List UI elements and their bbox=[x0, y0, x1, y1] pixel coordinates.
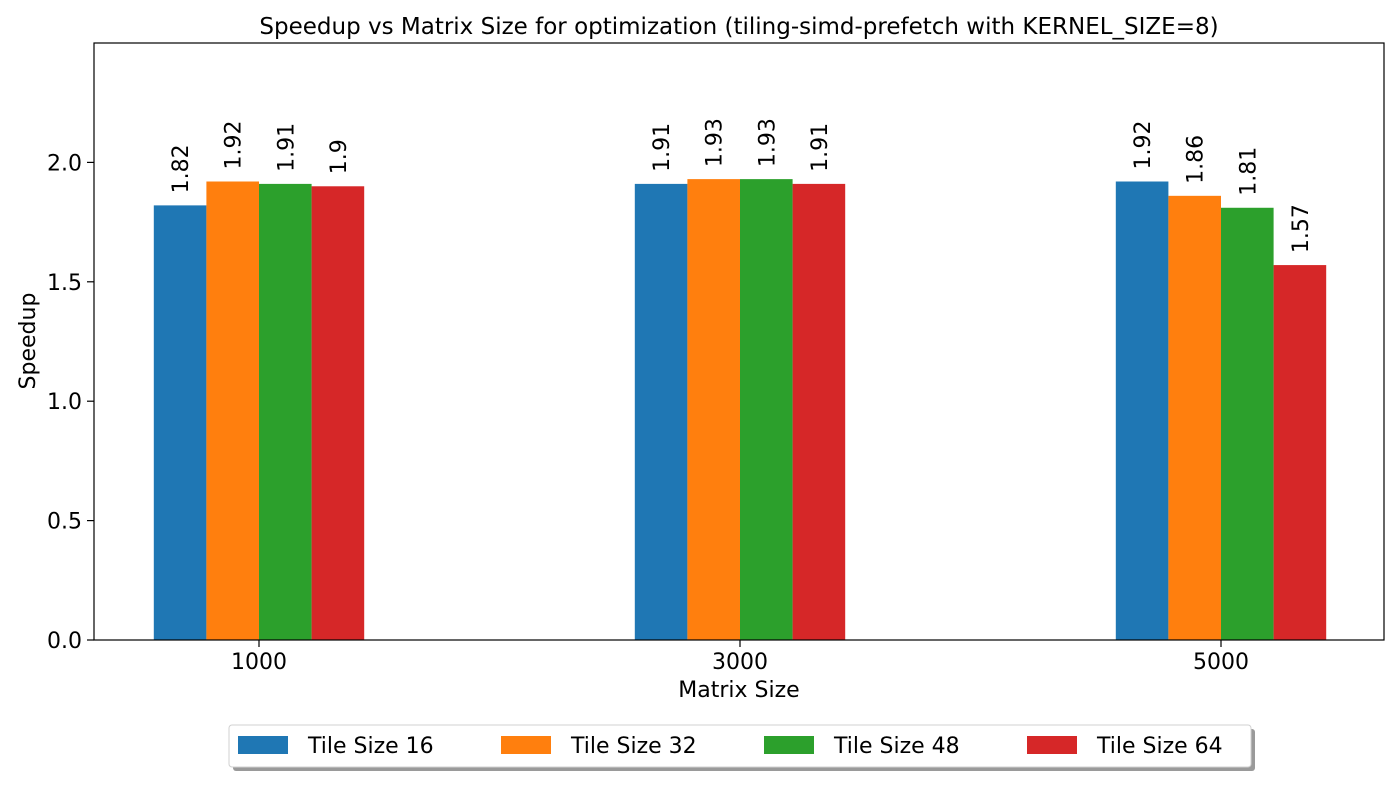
legend-swatch bbox=[764, 736, 814, 754]
legend-entry-label: Tile Size 48 bbox=[833, 734, 960, 759]
bar bbox=[792, 183, 846, 640]
legend-swatch bbox=[1027, 736, 1077, 754]
bar bbox=[206, 181, 259, 640]
data-label: 1.93 bbox=[755, 118, 780, 167]
legend-swatch bbox=[501, 736, 551, 754]
bar bbox=[311, 186, 365, 640]
x-axis-label: Matrix Size bbox=[678, 678, 799, 703]
data-label: 1.93 bbox=[703, 118, 728, 167]
bar bbox=[634, 183, 688, 640]
data-label: 1.82 bbox=[169, 144, 194, 193]
bar bbox=[687, 179, 740, 640]
data-label: 1.9 bbox=[327, 139, 352, 174]
legend-entry-label: Tile Size 16 bbox=[307, 734, 434, 759]
plot-frame bbox=[93, 42, 1385, 641]
y-tick-label: 0.5 bbox=[47, 510, 82, 535]
bar bbox=[740, 179, 793, 640]
plot-area: 1.82 1.91 1.921.92 1.93 1.861.91 1.931.811.9 1… bbox=[47, 118, 1327, 675]
bar bbox=[1273, 265, 1327, 640]
data-label: 1.91 bbox=[650, 123, 675, 172]
x-tick-label: 5000 bbox=[1193, 650, 1249, 675]
legend: Tile Size 16 Tile Size 32 Tile Size 48 Tile… bbox=[228, 724, 1255, 771]
bar bbox=[259, 183, 312, 640]
legend-frame bbox=[228, 724, 1252, 768]
bar bbox=[1221, 207, 1274, 640]
legend-swatch bbox=[238, 736, 288, 754]
data-label: 1.92 bbox=[222, 121, 247, 170]
data-label: 1.91 bbox=[808, 123, 833, 172]
y-tick-label: 1.5 bbox=[47, 271, 82, 296]
y-axis-label: Speedup bbox=[16, 293, 41, 390]
bar bbox=[1168, 195, 1221, 640]
legend-entry-label: Tile Size 32 bbox=[570, 734, 697, 759]
bar bbox=[153, 205, 207, 640]
data-label: 1.81 bbox=[1236, 147, 1261, 196]
y-tick-label: 0.0 bbox=[47, 629, 82, 654]
data-label: 1.91 bbox=[274, 123, 299, 172]
y-tick-label: 2.0 bbox=[47, 151, 82, 176]
data-label: 1.92 bbox=[1131, 121, 1156, 170]
y-tick-label: 1.0 bbox=[47, 390, 82, 415]
legend-entry-label: Tile Size 64 bbox=[1096, 734, 1223, 759]
data-label: 1.86 bbox=[1184, 135, 1209, 184]
chart-title: Speedup vs Matrix Size for optimization … bbox=[259, 14, 1218, 40]
data-label: 1.57 bbox=[1289, 204, 1314, 253]
bar bbox=[1115, 181, 1169, 640]
x-tick-label: 3000 bbox=[712, 650, 768, 675]
x-tick-label: 1000 bbox=[231, 650, 287, 675]
